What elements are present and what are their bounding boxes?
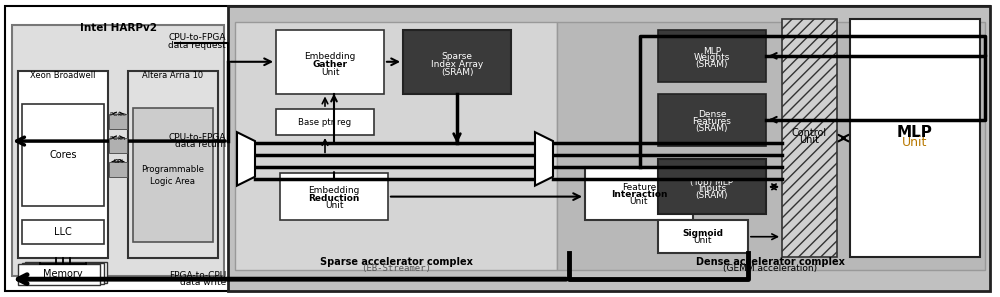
Text: Inputs: Inputs: [698, 184, 726, 193]
Text: PCIe$_1$: PCIe$_1$: [109, 134, 127, 143]
Text: Cores: Cores: [49, 150, 77, 160]
Text: Dense: Dense: [698, 110, 726, 119]
Bar: [276, 109, 374, 135]
Bar: [658, 220, 748, 253]
Text: CPU-to-FPGA: CPU-to-FPGA: [168, 33, 226, 42]
Bar: [403, 30, 511, 94]
Text: FPGA-to-CPU: FPGA-to-CPU: [169, 271, 226, 280]
Text: Index Array: Index Array: [431, 60, 483, 69]
Bar: [18, 264, 100, 285]
Text: (EB-Streamer): (EB-Streamer): [361, 264, 431, 273]
Text: UPI: UPI: [113, 159, 123, 164]
Text: Xeon Broadwell: Xeon Broadwell: [30, 71, 96, 80]
Text: (SRAM): (SRAM): [696, 60, 728, 69]
Text: Unit: Unit: [800, 135, 820, 145]
Bar: [18, 71, 108, 258]
Bar: [22, 263, 104, 284]
Text: Control: Control: [792, 128, 827, 138]
Bar: [658, 94, 766, 146]
Bar: [658, 159, 766, 214]
FancyArrow shape: [109, 162, 127, 177]
Text: LLC: LLC: [54, 227, 72, 237]
Text: Sparse accelerator complex: Sparse accelerator complex: [320, 257, 472, 267]
Text: Sigmoid: Sigmoid: [682, 229, 724, 238]
Text: Unit: Unit: [630, 198, 648, 206]
FancyArrow shape: [109, 138, 127, 153]
Polygon shape: [535, 132, 553, 186]
Polygon shape: [237, 132, 255, 186]
Bar: [235, 22, 557, 270]
Text: data write: data write: [180, 278, 226, 287]
Text: (SRAM): (SRAM): [696, 191, 728, 200]
Bar: [585, 167, 693, 220]
Bar: [850, 19, 980, 257]
Text: data return: data return: [175, 140, 226, 149]
Text: Embedding: Embedding: [308, 186, 360, 195]
Bar: [128, 71, 218, 258]
Bar: [280, 173, 388, 220]
Text: (SRAM): (SRAM): [696, 124, 728, 133]
Text: Unit: Unit: [694, 236, 712, 245]
Bar: [12, 25, 224, 276]
Bar: [228, 6, 990, 291]
Text: Interaction: Interaction: [611, 190, 667, 199]
Text: MLP: MLP: [703, 47, 721, 56]
Text: Altera Arria 10: Altera Arria 10: [142, 71, 204, 80]
Text: Memory: Memory: [43, 269, 83, 279]
Bar: [22, 104, 104, 206]
Text: PCIe$_0$: PCIe$_0$: [109, 110, 127, 119]
FancyArrow shape: [109, 114, 127, 129]
Text: Programmable
Logic Area: Programmable Logic Area: [142, 165, 205, 186]
Bar: [276, 30, 384, 94]
Text: Unit: Unit: [902, 136, 928, 149]
Text: Dense accelerator complex: Dense accelerator complex: [696, 257, 844, 267]
Text: Unit: Unit: [325, 201, 343, 210]
Text: Base ptr reg: Base ptr reg: [298, 118, 352, 127]
Text: Intel HARPv2: Intel HARPv2: [80, 23, 156, 33]
Text: Unit: Unit: [321, 68, 339, 77]
Text: Gather: Gather: [312, 60, 348, 69]
Bar: [22, 220, 104, 244]
Bar: [658, 30, 766, 82]
Bar: [25, 262, 107, 283]
Text: MLP: MLP: [897, 125, 933, 140]
Text: (Top) MLP: (Top) MLP: [690, 178, 734, 187]
Bar: [557, 22, 985, 270]
Text: CPU-to-FPGA: CPU-to-FPGA: [168, 133, 226, 142]
Text: Reduction: Reduction: [308, 194, 360, 203]
Bar: [782, 19, 837, 257]
Text: Sparse: Sparse: [442, 52, 473, 61]
Text: (GEMM acceleration): (GEMM acceleration): [723, 264, 817, 273]
Text: Feature: Feature: [622, 183, 656, 192]
Text: Features: Features: [693, 117, 731, 126]
Text: data request: data request: [168, 41, 226, 50]
Text: Embedding: Embedding: [304, 52, 356, 61]
Text: Weights: Weights: [694, 53, 730, 62]
Bar: [133, 108, 213, 242]
Text: (SRAM): (SRAM): [441, 68, 473, 77]
